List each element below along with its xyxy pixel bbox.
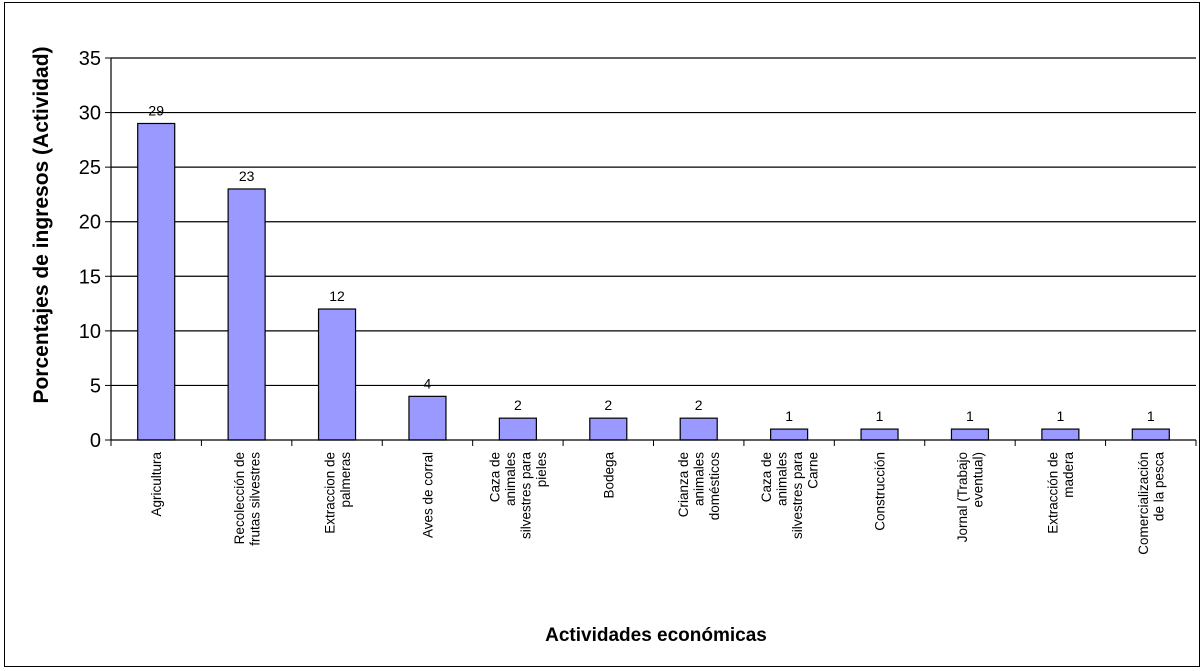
y-tick-label: 35 xyxy=(79,48,101,70)
y-tick-label: 30 xyxy=(79,103,101,125)
data-label: 2 xyxy=(604,397,612,413)
data-label: 1 xyxy=(785,408,793,424)
bar xyxy=(950,428,990,441)
y-tick-label: 15 xyxy=(79,266,101,288)
x-tick-label: frutas silvestres xyxy=(247,452,262,546)
x-tick-label: Aves de corral xyxy=(420,452,435,538)
labels: 0 5 10 15 20 25 30 35 29 Agricultura 23 Recolección… xyxy=(79,48,1167,555)
bar xyxy=(679,417,718,441)
y-tick-label: 25 xyxy=(79,157,101,179)
x-tick-label: silvestres para xyxy=(790,452,805,540)
bar xyxy=(1041,428,1080,441)
x-tick-label: Jornal (Trabajo xyxy=(955,452,970,542)
x-tick-label: Carne xyxy=(805,452,820,489)
x-tick-label: de la pesca xyxy=(1152,452,1167,522)
x-tick-label: Extraccion de xyxy=(322,452,337,534)
data-label: 23 xyxy=(239,168,255,184)
y-tick-label: 5 xyxy=(90,375,101,397)
bar xyxy=(408,395,447,441)
x-tick-label: Agricultura xyxy=(149,452,164,517)
x-tick-label: Comercialización xyxy=(1136,452,1151,555)
data-label: 12 xyxy=(329,288,345,304)
x-tick-label: domésticos xyxy=(707,452,722,521)
data-label: 4 xyxy=(424,375,432,391)
x-tick-label: madera xyxy=(1061,452,1076,498)
x-tick-label: pieles xyxy=(534,452,549,488)
x-tick-label: Construcción xyxy=(873,452,888,531)
gridlines xyxy=(111,57,1196,387)
bar xyxy=(317,308,357,441)
bar xyxy=(227,188,266,441)
data-label: 1 xyxy=(876,408,884,424)
x-axis-title: Actividades económicas xyxy=(545,625,767,646)
x-tick-label: Bodega xyxy=(601,452,616,499)
x-tick-label: Extracción de xyxy=(1046,452,1061,534)
data-label: 1 xyxy=(1147,408,1155,424)
x-tick-label: animales xyxy=(774,452,789,506)
x-tick-label: eventual) xyxy=(971,452,986,508)
x-tick-label: animales xyxy=(692,452,707,506)
x-tick-label: silvestres para xyxy=(519,452,534,540)
data-label: 29 xyxy=(148,102,164,118)
bars xyxy=(137,122,1170,441)
bar xyxy=(137,122,176,441)
data-label: 1 xyxy=(966,408,974,424)
y-tick-label: 20 xyxy=(79,212,101,234)
x-tick-label: Caza de xyxy=(488,452,503,502)
data-label: 2 xyxy=(514,397,522,413)
x-tick-label: Caza de xyxy=(759,452,774,502)
y-tick-label: 0 xyxy=(90,430,101,452)
y-tick-label: 10 xyxy=(79,321,101,343)
bar xyxy=(860,428,899,441)
axes xyxy=(105,57,1197,446)
bar xyxy=(770,428,809,441)
bar xyxy=(498,417,537,441)
y-axis-title: Porcentajes de ingresos (Actividad) xyxy=(30,46,53,403)
bar xyxy=(589,417,628,441)
x-tick-label: Recolección de xyxy=(232,452,247,544)
data-label: 1 xyxy=(1056,408,1064,424)
data-label: 2 xyxy=(695,397,703,413)
x-tick-label: animales xyxy=(503,452,518,506)
x-tick-label: Crianza de xyxy=(676,452,691,517)
bar xyxy=(1131,428,1170,441)
x-tick-label: palmeras xyxy=(338,452,353,508)
